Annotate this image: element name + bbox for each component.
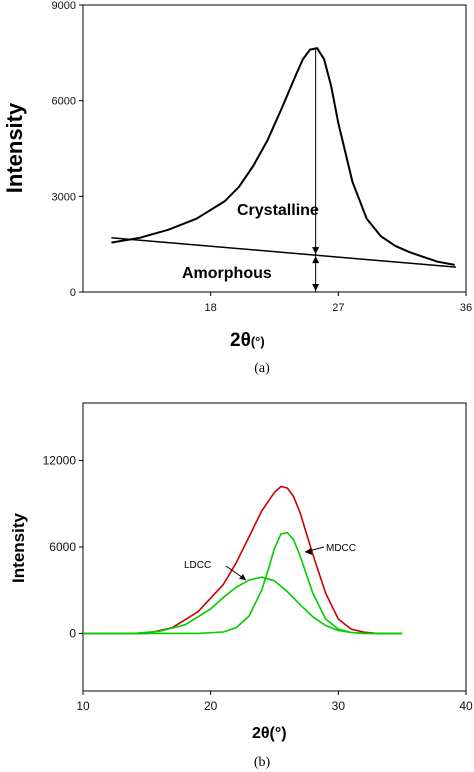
- y-axis-label-b: Intensity: [9, 513, 28, 583]
- series-line-1: [83, 485, 403, 635]
- series-line-1: [111, 47, 455, 266]
- amorphous-arrow-head-down: [312, 284, 320, 291]
- x-tick-label: 40: [459, 699, 473, 713]
- y-tick-label: 12000: [43, 454, 77, 468]
- annotation-ldcc: LDCC: [184, 560, 211, 571]
- mdcc-pointer-head: [305, 548, 312, 555]
- annotation-mdcc: MDCC: [326, 543, 356, 554]
- x-tick-label: 18: [205, 302, 217, 314]
- y-tick-label: 0: [70, 287, 76, 299]
- ldcc-pointer-head: [239, 574, 246, 580]
- panel-caption-b: (b): [254, 755, 271, 770]
- x-axis-label-b: 2θ(°): [252, 725, 287, 742]
- panel-a: 0 3000 6000 9000 18 27 36 Intensity 2θ(°) (a)…: [2, 0, 472, 376]
- series-line-3: [83, 531, 403, 635]
- amorphous-baseline: [111, 237, 457, 268]
- x-tick-label: 36: [460, 302, 472, 314]
- y-tick-label: 3000: [52, 191, 76, 203]
- annotation-amorphous: Amorphous: [182, 265, 272, 282]
- y-tick-label: 6000: [52, 96, 76, 108]
- y-tick-label: 9000: [52, 0, 76, 12]
- x-tick-label: 27: [332, 302, 344, 314]
- y-tick-label: 0: [69, 626, 76, 640]
- x-tick-label: 30: [332, 699, 346, 713]
- x-tick-label: 10: [76, 699, 90, 713]
- x-tick-label: 20: [204, 699, 218, 713]
- x-axis-label-a: 2θ(°): [230, 330, 265, 351]
- series-line-2: [83, 576, 403, 635]
- panel-caption-a: (a): [254, 361, 270, 376]
- crystalline-arrow-head: [312, 247, 320, 255]
- annotation-crystalline: Crystalline: [237, 202, 319, 219]
- plot-frame-a: [82, 4, 467, 293]
- y-tick-label: 6000: [49, 540, 76, 554]
- y-axis-label-a: Intensity: [2, 102, 27, 193]
- amorphous-arrow-head-up: [312, 256, 320, 264]
